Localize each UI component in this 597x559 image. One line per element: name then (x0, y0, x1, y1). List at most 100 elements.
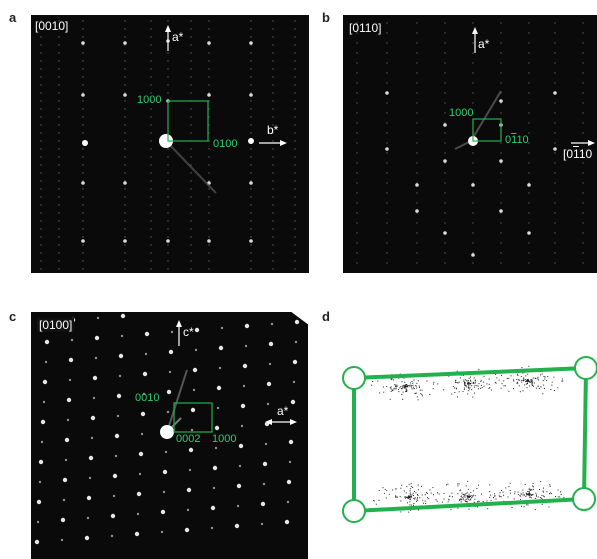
scatter-dot (429, 489, 431, 491)
scatter-dot (467, 381, 469, 383)
unit-cell-box-b (472, 118, 502, 142)
scatter-dot (509, 490, 511, 491)
diffraction-pattern-b: [0110] 1000 0110 a* [0110 (343, 15, 597, 273)
scatter-dot (430, 492, 432, 494)
scatter-dot (554, 390, 555, 391)
diffraction-spot (94, 335, 100, 341)
scatter-dot (378, 499, 380, 501)
diffraction-spot (216, 385, 222, 391)
spot-index-0010-c: 0010 (135, 392, 160, 404)
scatter-dot (411, 504, 412, 506)
diffraction-spot (554, 262, 556, 264)
diffraction-spot (527, 183, 531, 187)
diffraction-spot (272, 236, 274, 238)
scatter-dot (466, 501, 468, 503)
diffraction-spot (190, 52, 192, 54)
scatter-dot (383, 492, 385, 494)
diffraction-spot (82, 52, 84, 54)
scatter-dot (400, 500, 402, 502)
scatter-dot (489, 387, 491, 388)
diffraction-spot (142, 392, 146, 396)
scatter-dot (426, 493, 428, 494)
diffraction-spot (582, 262, 584, 264)
scatter-dot (538, 387, 540, 389)
scatter-dot (490, 494, 492, 496)
diffraction-spot (444, 142, 446, 144)
diffraction-spot (40, 204, 42, 206)
scatter-dot (412, 386, 414, 388)
diffraction-spot (554, 102, 556, 104)
diffraction-spot (582, 42, 584, 44)
scatter-dot (534, 509, 536, 511)
diffraction-spot (444, 192, 446, 194)
diffraction-spot (68, 378, 72, 382)
scatter-dot (406, 384, 408, 386)
scatter-dot (559, 496, 561, 498)
diffraction-spot (212, 465, 218, 471)
axis-label-0110-b: [0110 (563, 147, 593, 161)
scatter-dot (398, 391, 400, 393)
scatter-dot (526, 387, 528, 389)
diffraction-spot (40, 188, 42, 190)
diffraction-spot (194, 327, 200, 333)
diffraction-spot (294, 20, 296, 22)
scatter-dot (462, 499, 464, 501)
scatter-dot (466, 495, 468, 497)
scatter-dot (464, 494, 466, 496)
diffraction-spots-b (356, 22, 595, 264)
scatter-dot (409, 499, 411, 501)
scatter-dot (525, 492, 527, 494)
scatter-dot (480, 384, 482, 386)
scatter-dot (487, 508, 489, 510)
diffraction-spot (356, 122, 358, 124)
scatter-dot (414, 491, 415, 492)
diffraction-spot (82, 196, 84, 198)
diffraction-spot (272, 20, 274, 22)
scatter-dot (462, 497, 464, 499)
diffraction-spot (38, 459, 44, 465)
scatter-dot (560, 491, 562, 493)
diffraction-spot (250, 28, 252, 30)
diffraction-spot (416, 72, 418, 74)
diffraction-spot (40, 236, 42, 238)
scatter-dot (527, 494, 529, 495)
scatter-dot (502, 491, 504, 493)
scatter-dot (395, 495, 397, 497)
scatter-dot (522, 492, 524, 494)
scatter-dot (408, 496, 410, 498)
scatter-dot (410, 496, 412, 498)
scatter-dot (473, 381, 474, 383)
scatter-dot (538, 379, 540, 381)
scatter-dot (382, 386, 384, 388)
diffraction-spot (123, 239, 127, 243)
diffraction-spot (188, 468, 192, 472)
diffraction-spot (272, 84, 274, 86)
scatter-dot (529, 490, 531, 491)
diffraction-spot (499, 209, 503, 213)
diffraction-spot (150, 132, 152, 134)
diffraction-spot (528, 202, 530, 204)
scatter-dot (386, 490, 388, 492)
diffraction-spot (90, 415, 96, 421)
spot-index-1000-c: 1000 (212, 433, 237, 445)
scatter-dot (533, 385, 534, 387)
scatter-dot (461, 497, 463, 499)
scatter-dot (463, 387, 465, 389)
scatter-dot (541, 373, 543, 375)
diffraction-spot (416, 262, 418, 264)
scatter-dot (516, 382, 518, 384)
diffraction-spot (294, 148, 296, 150)
scatter-dot (461, 495, 463, 497)
scatter-dot (384, 489, 386, 491)
diffraction-spot (236, 504, 240, 508)
diffraction-spot (444, 72, 446, 74)
diffraction-spot (120, 313, 126, 319)
diffraction-spot (40, 68, 42, 70)
diffraction-spot (500, 112, 502, 114)
scatter-dot (409, 492, 411, 494)
scatter-dot (555, 496, 556, 498)
scatter-dot (475, 379, 476, 381)
diffraction-spot (190, 92, 192, 94)
diffraction-spot (207, 239, 211, 243)
scatter-dot (535, 492, 537, 494)
